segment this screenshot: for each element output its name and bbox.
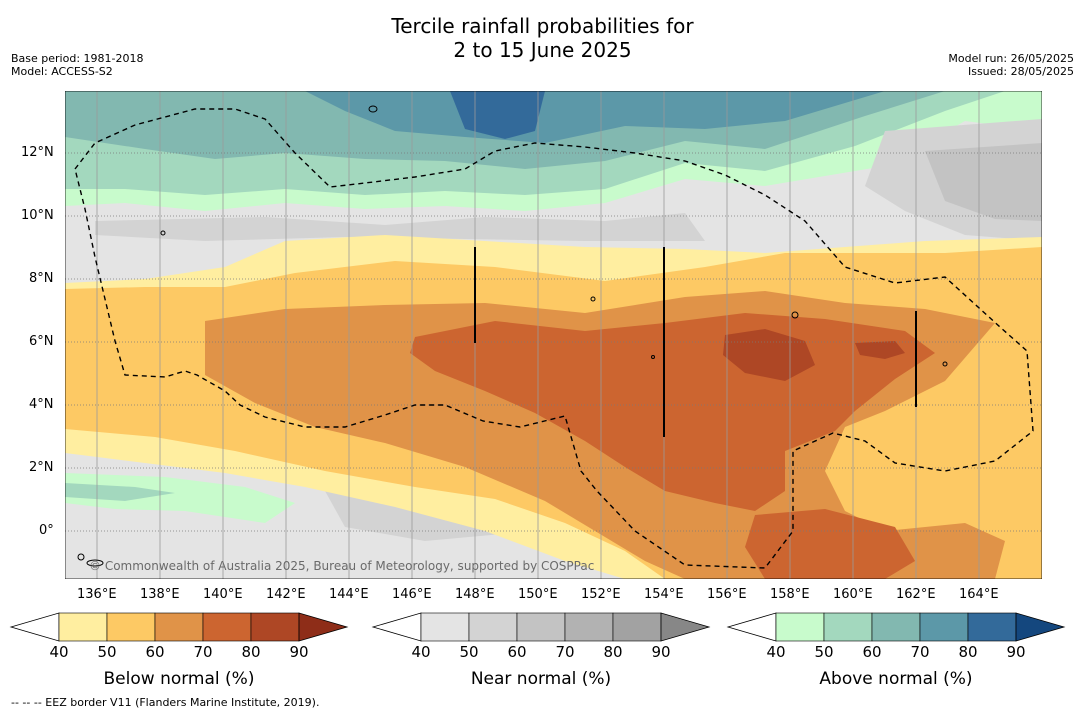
lat-tick-2n: 2°N <box>29 460 54 475</box>
lon-tick-138e: 138°E <box>140 587 180 602</box>
colorbar-near-low-arrow <box>371 612 422 642</box>
colorbar-near-segment <box>420 612 470 642</box>
colorbars <box>9 612 1066 642</box>
lon-tick-150e: 150°E <box>518 587 558 602</box>
title-line-2: 2 to 15 June 2025 <box>453 38 632 62</box>
lon-tick-152e: 152°E <box>581 587 621 602</box>
eez-border <box>74 108 1034 569</box>
page-title: Tercile rainfall probabilities for 2 to … <box>0 14 1085 62</box>
colorbar-below-segment <box>154 612 204 642</box>
title-line-1: Tercile rainfall probabilities for <box>391 14 694 38</box>
colorbar-label-near: Near normal (%) <box>470 669 612 689</box>
colorbar-near-tick: 70 <box>555 643 575 661</box>
colorbar-above-tick: 50 <box>814 643 834 661</box>
colorbar-near-segment <box>516 612 566 642</box>
base-period: Base period: 1981-2018 <box>11 52 144 65</box>
colorbar-label-above: Above normal (%) <box>819 669 973 689</box>
colorbar-above-low-arrow <box>726 612 777 642</box>
colorbar-below-segment <box>58 612 108 642</box>
lon-tick-136e: 136°E <box>77 587 117 602</box>
colorbar-above-tick: 60 <box>862 643 882 661</box>
colorbar-below-tick: 70 <box>193 643 213 661</box>
colorbar-near-segment <box>468 612 518 642</box>
colorbar-below-high-arrow <box>298 612 349 642</box>
above-normal-north-70 <box>305 91 885 143</box>
eez-footnote: -- -- -- EEZ border V11 (Flanders Marine… <box>11 696 320 709</box>
colorbar-label-below: Below normal (%) <box>103 669 255 689</box>
lat-tick-0: 0° <box>39 523 54 538</box>
lon-tick-144e: 144°E <box>329 587 369 602</box>
colorbar-above-tick: 70 <box>910 643 930 661</box>
lon-tick-148e: 148°E <box>455 587 495 602</box>
colorbar-below-segment <box>250 612 300 642</box>
near-normal-60 <box>925 143 1042 221</box>
colorbar-near-segment <box>612 612 662 642</box>
above-normal-north-80 <box>450 91 545 139</box>
lat-tick-8n: 8°N <box>29 271 54 286</box>
colorbar-above-segment <box>967 612 1017 642</box>
colorbar-below-segment <box>202 612 252 642</box>
lon-tick-142e: 142°E <box>266 587 306 602</box>
colorbar-below-tick: 50 <box>97 643 117 661</box>
colorbar-above-high-arrow <box>1015 612 1066 642</box>
colorbar-above-tick: 80 <box>958 643 978 661</box>
colorbar-near-segment <box>564 612 614 642</box>
lon-tick-158e: 158°E <box>770 587 810 602</box>
colorbar-near-tick: 40 <box>411 643 431 661</box>
colorbar-below-tick: 80 <box>241 643 261 661</box>
lat-tick-12n: 12°N <box>21 145 54 160</box>
latitude-lines <box>65 152 1042 532</box>
colorbar-above-tick: 90 <box>1006 643 1026 661</box>
above-normal-sw <box>65 473 295 523</box>
eez-markers <box>474 247 917 437</box>
colorbar-near-tick: 80 <box>603 643 623 661</box>
colorbar-above-segment <box>823 612 873 642</box>
above-normal-sw-50 <box>65 483 175 501</box>
colorbar-above-segment <box>775 612 825 642</box>
colorbar-near-tick: 60 <box>507 643 527 661</box>
colorbar-near-high-arrow <box>660 612 711 642</box>
below-normal-70-south <box>745 509 915 579</box>
model-run: Model run: 26/05/2025 <box>948 52 1074 65</box>
model-name: Model: ACCESS-S2 <box>11 65 113 78</box>
colorbar-near-tick: 50 <box>459 643 479 661</box>
lon-tick-140e: 140°E <box>203 587 243 602</box>
colorbar-below-tick: 40 <box>49 643 69 661</box>
lon-tick-156e: 156°E <box>707 587 747 602</box>
issued-date: Issued: 28/05/2025 <box>967 65 1074 78</box>
colorbar-near-tick: 90 <box>651 643 671 661</box>
lon-tick-164e: 164°E <box>959 587 999 602</box>
below-normal-80-b <box>855 341 905 359</box>
meta-left: Base period: 1981-2018 Model: ACCESS-S2 <box>11 52 143 78</box>
rainfall-map <box>65 91 1042 579</box>
lon-tick-154e: 154°E <box>644 587 684 602</box>
lon-tick-146e: 146°E <box>392 587 432 602</box>
colorbar-below-segment <box>106 612 156 642</box>
lat-tick-6n: 6°N <box>29 334 54 349</box>
colorbar-above-tick: 40 <box>766 643 786 661</box>
map-copyright: © Commonwealth of Australia 2025, Bureau… <box>89 559 595 573</box>
lon-tick-160e: 160°E <box>833 587 873 602</box>
colorbar-above-segment <box>871 612 921 642</box>
colorbar-below-tick: 60 <box>145 643 165 661</box>
lon-tick-162e: 162°E <box>896 587 936 602</box>
near-normal-50-a <box>95 213 705 241</box>
colorbar-below-low-arrow <box>9 612 60 642</box>
lat-tick-10n: 10°N <box>21 208 54 223</box>
meta-right: Model run: 26/05/2025 Issued: 28/05/2025 <box>948 52 1074 78</box>
colorbar-below-tick: 90 <box>289 643 309 661</box>
island-outlines <box>77 105 948 567</box>
colorbar-above-segment <box>919 612 969 642</box>
lat-tick-4n: 4°N <box>29 397 54 412</box>
